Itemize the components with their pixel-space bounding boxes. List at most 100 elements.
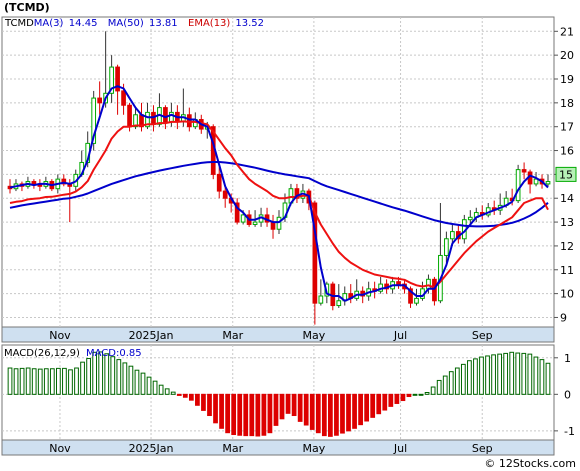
macd-bar-negative: [219, 393, 224, 429]
candle-up: [545, 181, 551, 185]
ema13-line: [9, 120, 549, 289]
price-tick-label: 11: [560, 264, 574, 277]
candle-up: [450, 231, 455, 240]
macd-value-label: MACD:0.85: [86, 348, 142, 359]
legend-entry-label: TCMD: [4, 18, 34, 29]
candle-up: [426, 278, 431, 290]
macd-bar-positive: [92, 351, 98, 395]
candle-up: [515, 169, 521, 202]
candle-down: [312, 202, 318, 304]
candle-down: [270, 221, 276, 230]
macd-x-label: Mar: [222, 442, 243, 455]
candle-up: [467, 216, 473, 221]
chart-title: (TCMD): [4, 1, 50, 14]
candle-down: [127, 104, 132, 128]
macd-bar-negative: [249, 393, 255, 437]
legend-entry-value: 13.52: [235, 18, 264, 29]
candle-down: [115, 66, 120, 92]
candle-up: [414, 297, 419, 304]
macd-bar-positive: [473, 358, 478, 395]
macd-bar-positive: [128, 365, 134, 395]
macd-bar-negative: [182, 393, 188, 398]
macd-bar-positive: [418, 393, 424, 396]
price-tick-label: 20: [560, 49, 574, 62]
macd-bar-positive: [146, 376, 152, 395]
macd-title: MACD(26,12,9): [4, 348, 80, 359]
candle-up: [276, 216, 282, 230]
candle-down: [61, 178, 67, 185]
price-x-label: Mar: [222, 329, 243, 342]
macd-tick-label: 1: [564, 352, 571, 365]
macd-x-label: Nov: [49, 442, 71, 455]
candle-up: [318, 295, 324, 304]
macd-bar-negative: [207, 393, 212, 417]
macd-bar-negative: [388, 393, 394, 407]
macd-bar-positive: [436, 379, 442, 395]
candle-up: [533, 178, 539, 185]
macd-x-label: May: [303, 442, 326, 455]
macd-bar-negative: [309, 393, 315, 430]
price-x-label: Nov: [49, 329, 71, 342]
macd-bar-positive: [134, 369, 140, 395]
macd-x-axis-band: [1, 439, 555, 456]
candle-down: [186, 114, 192, 128]
macd-bar-positive: [122, 362, 128, 395]
macd-bar-positive: [19, 367, 25, 395]
macd-bar-positive: [430, 386, 436, 395]
macd-bar-positive: [86, 358, 91, 395]
last-price-tag: [555, 166, 577, 182]
price-tick-label: 16: [560, 145, 574, 158]
price-tick-label: 13: [560, 216, 574, 229]
macd-bar-positive: [74, 367, 79, 395]
ma3-line: [9, 85, 549, 302]
macd-bar-positive: [98, 351, 104, 395]
macd-x-label: Jul: [393, 442, 407, 455]
macd-bar-negative: [255, 393, 261, 437]
macd-bar-negative: [225, 393, 230, 434]
ma50-line: [9, 161, 549, 228]
macd-bar-positive: [164, 388, 170, 395]
last-price-label: 15: [559, 168, 573, 181]
macd-bar-negative: [291, 393, 297, 417]
macd-bar-positive: [521, 352, 527, 395]
candle-down: [163, 107, 168, 123]
candle-down: [97, 97, 103, 104]
macd-bar-negative: [261, 393, 267, 436]
macd-bar-positive: [25, 367, 31, 395]
macd-bar-positive: [158, 384, 164, 395]
price-tick-label: 18: [560, 97, 574, 110]
macd-bar-negative: [303, 393, 309, 426]
macd-bar-positive: [539, 359, 545, 395]
macd-bar-positive: [509, 351, 515, 395]
macd-bar-negative: [237, 393, 243, 436]
macd-bar-positive: [491, 354, 496, 395]
candle-up: [444, 238, 449, 256]
macd-bar-negative: [321, 393, 327, 437]
macd-bar-negative: [382, 393, 388, 411]
macd-bar-negative: [394, 393, 400, 404]
candle-down: [294, 188, 300, 199]
macd-bar-positive: [7, 367, 13, 395]
macd-bar-positive: [448, 371, 454, 395]
candle-down: [216, 173, 222, 192]
macd-bar-negative: [315, 393, 321, 434]
macd-bar-positive: [460, 363, 466, 395]
macd-bar-negative: [328, 393, 333, 437]
macd-bar-positive: [442, 375, 448, 395]
macd-bar-positive: [152, 380, 158, 395]
price-x-label: Jul: [393, 329, 407, 342]
macd-bar-positive: [467, 360, 472, 395]
macd-bar-positive: [56, 367, 61, 395]
macd-bar-positive: [49, 368, 55, 395]
macd-bar-positive: [527, 353, 533, 395]
macd-bar-negative: [346, 393, 351, 432]
legend-entry-label: MA(3): [34, 18, 64, 29]
macd-bar-positive: [13, 368, 19, 395]
price-tick-label: 10: [560, 288, 574, 301]
macd-bar-positive: [31, 368, 37, 395]
macd-bar-positive: [545, 362, 551, 395]
watermark: © 12Stocks.com: [484, 457, 576, 470]
macd-bar-negative: [213, 393, 218, 424]
candle-down: [222, 190, 228, 199]
